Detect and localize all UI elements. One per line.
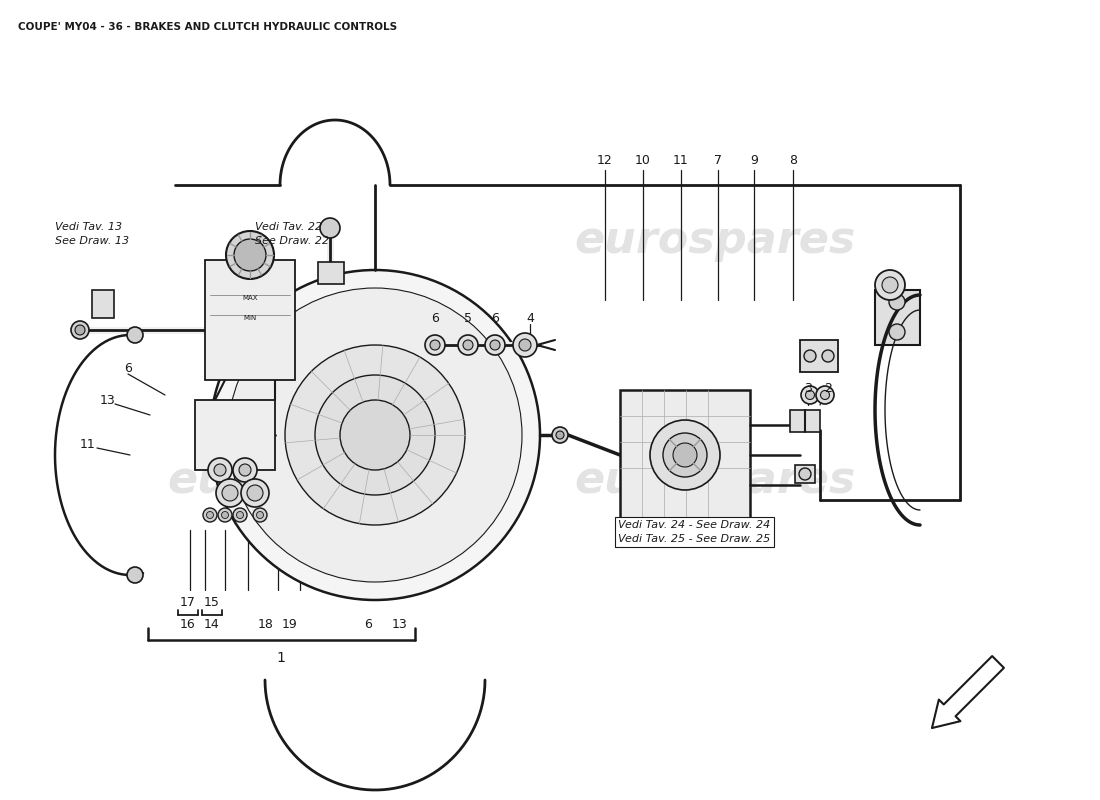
Circle shape bbox=[126, 327, 143, 343]
Circle shape bbox=[889, 294, 905, 310]
Circle shape bbox=[513, 333, 537, 357]
Circle shape bbox=[650, 420, 721, 490]
Circle shape bbox=[799, 468, 811, 480]
Circle shape bbox=[805, 390, 814, 399]
Circle shape bbox=[882, 277, 898, 293]
Text: eurospares: eurospares bbox=[167, 458, 449, 502]
Circle shape bbox=[239, 464, 251, 476]
Circle shape bbox=[430, 340, 440, 350]
Circle shape bbox=[315, 375, 434, 495]
Circle shape bbox=[673, 443, 697, 467]
Text: 5: 5 bbox=[464, 311, 472, 325]
Text: MAX: MAX bbox=[242, 295, 257, 301]
Text: 16: 16 bbox=[180, 618, 196, 631]
Circle shape bbox=[821, 390, 829, 399]
Text: Vedi Tav. 22
See Draw. 22: Vedi Tav. 22 See Draw. 22 bbox=[255, 222, 329, 246]
Circle shape bbox=[485, 335, 505, 355]
Text: 8: 8 bbox=[789, 154, 797, 166]
Circle shape bbox=[801, 386, 820, 404]
Circle shape bbox=[228, 288, 522, 582]
Circle shape bbox=[72, 321, 89, 339]
Text: 6: 6 bbox=[364, 618, 372, 631]
Circle shape bbox=[233, 508, 248, 522]
Text: 6: 6 bbox=[491, 311, 499, 325]
Text: 2: 2 bbox=[824, 382, 832, 394]
Bar bbox=[874, 290, 920, 345]
Circle shape bbox=[226, 231, 274, 279]
Circle shape bbox=[218, 508, 232, 522]
Circle shape bbox=[208, 458, 232, 482]
Text: 18: 18 bbox=[258, 618, 274, 631]
FancyArrowPatch shape bbox=[932, 656, 1004, 728]
Circle shape bbox=[458, 335, 478, 355]
Circle shape bbox=[210, 270, 540, 600]
Circle shape bbox=[556, 431, 564, 439]
Text: 13: 13 bbox=[100, 394, 116, 406]
Text: 19: 19 bbox=[282, 618, 298, 631]
Circle shape bbox=[214, 464, 225, 476]
Text: 14: 14 bbox=[205, 618, 220, 631]
Circle shape bbox=[320, 218, 340, 238]
Text: 6: 6 bbox=[124, 362, 132, 374]
Circle shape bbox=[663, 433, 707, 477]
Circle shape bbox=[241, 479, 270, 507]
Circle shape bbox=[216, 479, 244, 507]
Bar bbox=[92, 290, 114, 318]
Circle shape bbox=[822, 350, 834, 362]
Circle shape bbox=[340, 400, 410, 470]
Circle shape bbox=[248, 485, 263, 501]
Circle shape bbox=[671, 518, 698, 546]
Text: 9: 9 bbox=[750, 154, 758, 166]
Circle shape bbox=[463, 340, 473, 350]
Circle shape bbox=[490, 340, 500, 350]
Circle shape bbox=[552, 427, 568, 443]
Circle shape bbox=[75, 325, 85, 335]
Circle shape bbox=[236, 511, 243, 518]
Bar bbox=[795, 465, 815, 483]
Text: eurospares: eurospares bbox=[574, 218, 856, 262]
Text: 6: 6 bbox=[431, 311, 439, 325]
Bar bbox=[205, 260, 295, 380]
Circle shape bbox=[253, 508, 267, 522]
Text: 13: 13 bbox=[392, 618, 408, 631]
Text: Vedi Tav. 13
See Draw. 13: Vedi Tav. 13 See Draw. 13 bbox=[55, 222, 129, 246]
Circle shape bbox=[204, 508, 217, 522]
Circle shape bbox=[816, 386, 834, 404]
Circle shape bbox=[889, 324, 905, 340]
Bar bbox=[318, 262, 344, 284]
Text: 12: 12 bbox=[597, 154, 613, 166]
Circle shape bbox=[804, 350, 816, 362]
Bar bbox=[800, 340, 838, 372]
Circle shape bbox=[221, 511, 229, 518]
Circle shape bbox=[234, 239, 266, 271]
Text: 17: 17 bbox=[180, 597, 196, 610]
Text: 7: 7 bbox=[714, 154, 722, 166]
Text: Vedi Tav. 24 - See Draw. 24
Vedi Tav. 25 - See Draw. 25: Vedi Tav. 24 - See Draw. 24 Vedi Tav. 25… bbox=[618, 520, 770, 544]
Circle shape bbox=[207, 511, 213, 518]
Circle shape bbox=[425, 335, 446, 355]
Text: MIN: MIN bbox=[243, 315, 256, 321]
Circle shape bbox=[233, 458, 257, 482]
Text: 11: 11 bbox=[80, 438, 96, 451]
Text: 10: 10 bbox=[635, 154, 651, 166]
Text: 3: 3 bbox=[804, 382, 812, 394]
Bar bbox=[195, 400, 275, 470]
Circle shape bbox=[126, 567, 143, 583]
Circle shape bbox=[256, 511, 264, 518]
Circle shape bbox=[676, 524, 693, 540]
Circle shape bbox=[519, 339, 531, 351]
Circle shape bbox=[285, 345, 465, 525]
Text: 4: 4 bbox=[526, 311, 534, 325]
Circle shape bbox=[222, 485, 238, 501]
Bar bbox=[790, 410, 820, 432]
Circle shape bbox=[874, 270, 905, 300]
Bar bbox=[620, 390, 750, 520]
Text: 15: 15 bbox=[205, 597, 220, 610]
Text: eurospares: eurospares bbox=[574, 458, 856, 502]
Text: 11: 11 bbox=[673, 154, 689, 166]
Text: 1: 1 bbox=[276, 651, 285, 665]
Text: COUPE' MY04 - 36 - BRAKES AND CLUTCH HYDRAULIC CONTROLS: COUPE' MY04 - 36 - BRAKES AND CLUTCH HYD… bbox=[18, 22, 397, 32]
